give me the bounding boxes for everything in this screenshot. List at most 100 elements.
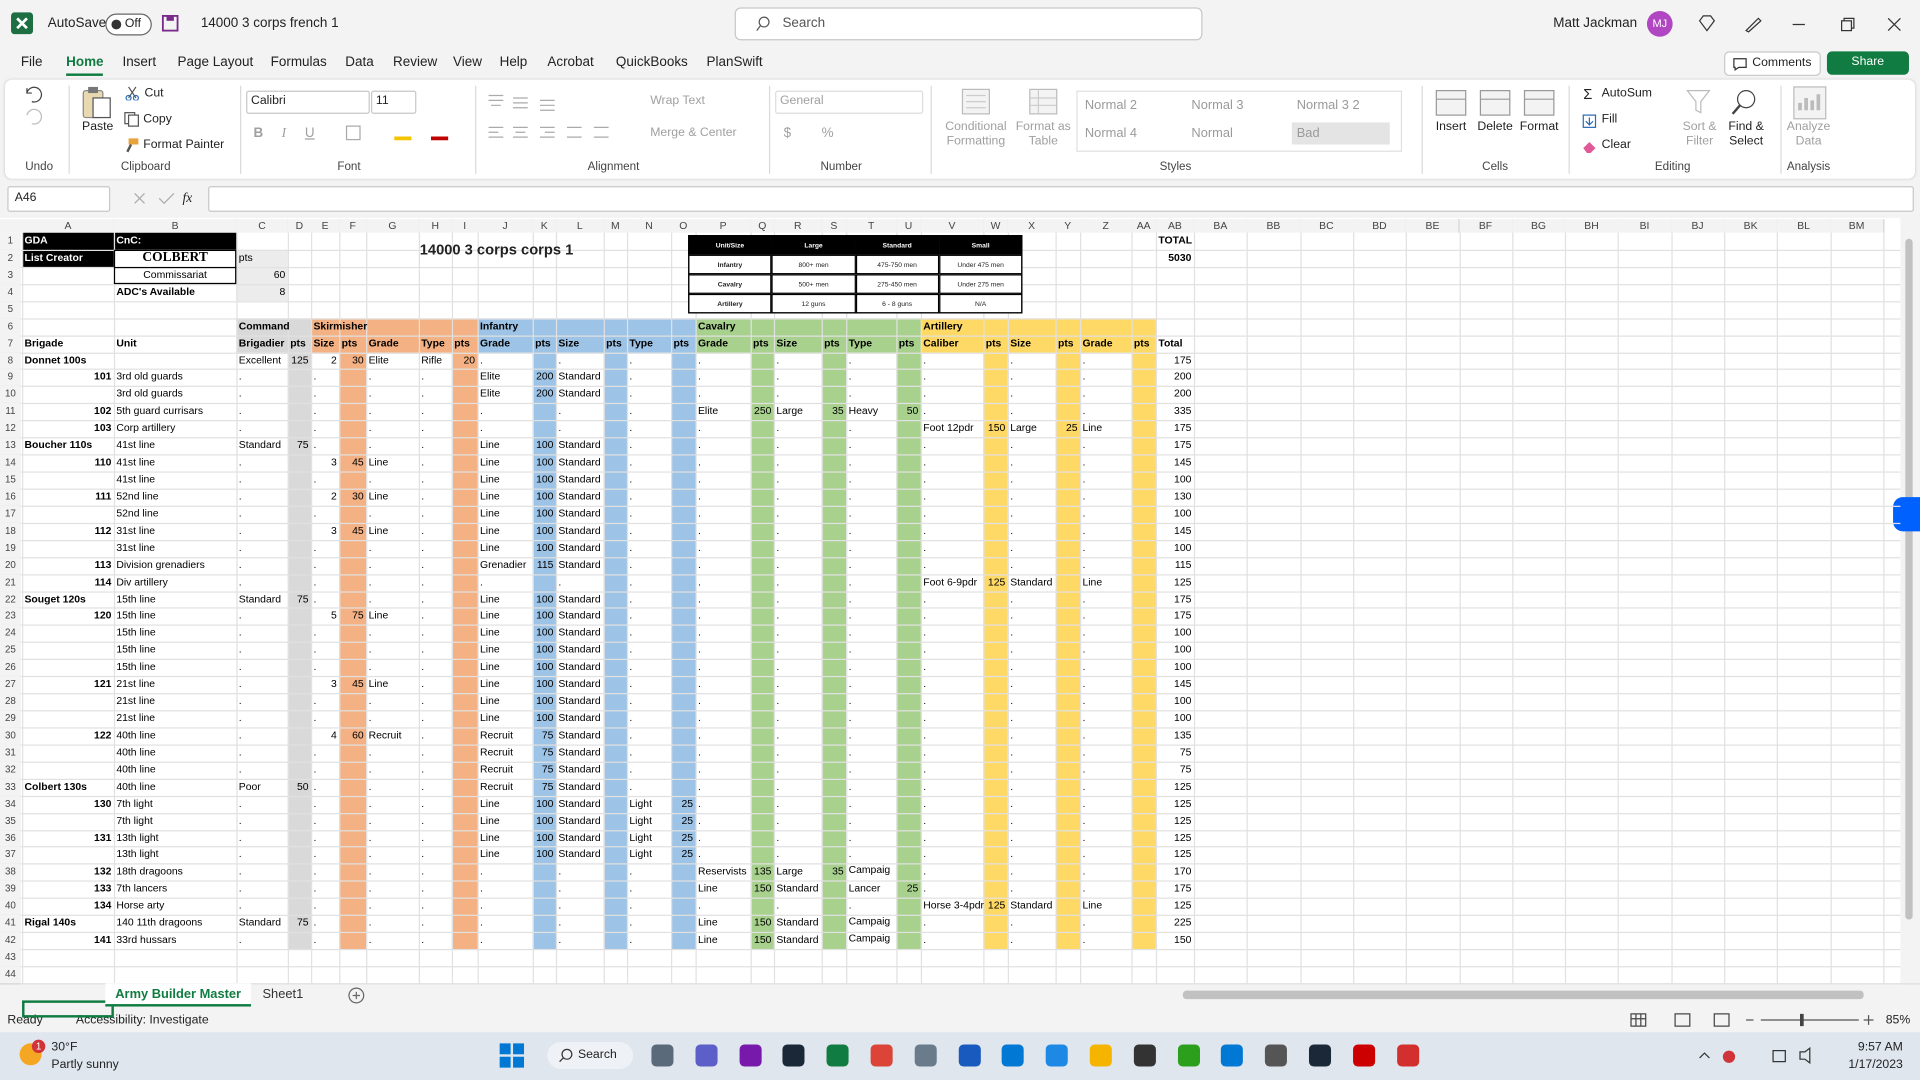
cell[interactable]: .	[368, 830, 372, 844]
cell[interactable]: Reservists	[697, 864, 747, 878]
row-header[interactable]: 39	[0, 880, 21, 900]
cell[interactable]: 52nd line	[116, 506, 159, 520]
cell[interactable]: 150	[987, 421, 1006, 434]
cell[interactable]: .	[1082, 353, 1086, 366]
cell[interactable]: 3rd old guards	[116, 387, 183, 400]
cell[interactable]: List Creator	[24, 250, 83, 264]
cell[interactable]: .	[776, 899, 780, 912]
cell[interactable]: .	[848, 387, 852, 400]
cell[interactable]: .	[923, 779, 927, 792]
cell[interactable]: .	[848, 609, 852, 622]
scroll-thumb[interactable]	[1905, 238, 1913, 920]
cell[interactable]: 75	[541, 762, 554, 775]
row-header[interactable]: 36	[0, 829, 21, 848]
style-swatch[interactable]	[1186, 122, 1285, 145]
cell[interactable]: .	[368, 370, 372, 383]
cell[interactable]: Line	[1082, 421, 1103, 434]
taskbar-app[interactable]	[739, 1044, 762, 1067]
cell[interactable]: 3	[330, 455, 337, 468]
cell[interactable]: Grade	[480, 336, 511, 349]
cell[interactable]: .	[421, 762, 425, 775]
cell[interactable]: 135	[754, 864, 772, 878]
cell[interactable]: 100	[536, 472, 554, 485]
cell[interactable]: Type	[848, 336, 873, 349]
cell[interactable]: .	[1010, 830, 1014, 844]
cell[interactable]: .	[238, 660, 242, 673]
column-header[interactable]: BK	[1724, 219, 1779, 233]
cell[interactable]: 175	[1174, 353, 1192, 366]
cell[interactable]: .	[776, 847, 780, 861]
cell[interactable]: .	[238, 404, 242, 417]
row-header[interactable]: 4	[0, 283, 21, 303]
cell[interactable]: 31st line	[116, 540, 156, 554]
cell[interactable]: .	[776, 370, 780, 383]
cell[interactable]: .	[848, 592, 852, 605]
cell[interactable]: 100	[1174, 711, 1192, 724]
cell[interactable]: 15th line	[116, 626, 156, 639]
cell[interactable]: Standard	[558, 813, 601, 827]
row-header[interactable]: 11	[0, 403, 21, 422]
cell[interactable]: .	[238, 728, 242, 741]
cell[interactable]: Lancer	[848, 882, 881, 895]
taskbar-app[interactable]	[1396, 1044, 1419, 1067]
font-name-box[interactable]: Calibri	[246, 90, 370, 114]
cell[interactable]: .	[776, 575, 780, 588]
cell[interactable]: 25	[681, 847, 694, 861]
column-header[interactable]: T	[846, 219, 898, 233]
cell[interactable]: pts	[535, 336, 551, 349]
cell[interactable]: .	[776, 694, 780, 707]
menu-tab[interactable]: Review	[393, 55, 438, 70]
cell[interactable]: Standard	[558, 506, 601, 520]
cell[interactable]: Recruit	[368, 728, 402, 741]
taskbar-app[interactable]	[1045, 1044, 1068, 1067]
cell[interactable]: .	[238, 882, 242, 895]
cell[interactable]: .	[776, 660, 780, 673]
menu-tab[interactable]: Insert	[122, 55, 157, 70]
row-header[interactable]: 8	[0, 352, 21, 371]
cell[interactable]: Div artillery	[116, 575, 168, 588]
cell[interactable]: .	[238, 455, 242, 468]
cell[interactable]: 175	[1174, 609, 1192, 622]
dropbox-badge[interactable]	[1893, 497, 1920, 532]
share-button[interactable]: Share	[1826, 51, 1909, 75]
cell[interactable]: .	[1082, 404, 1086, 417]
row-header[interactable]: 41	[0, 914, 21, 934]
cell[interactable]: 125	[1174, 796, 1192, 810]
cell[interactable]: Standard	[1010, 575, 1053, 588]
sort-filter-button[interactable]: Sort & Filter	[1682, 120, 1717, 149]
taskbar-app[interactable]	[1089, 1044, 1112, 1067]
cell[interactable]: .	[629, 882, 633, 895]
cell[interactable]: .	[1010, 353, 1014, 366]
cell[interactable]: Standard	[558, 711, 601, 724]
cell[interactable]: .	[848, 523, 852, 537]
row-header[interactable]: 10	[0, 386, 21, 405]
cell[interactable]: GDA	[24, 233, 48, 247]
cell[interactable]: 7th light	[116, 813, 153, 827]
cell[interactable]: .	[923, 438, 927, 451]
cell[interactable]: pts	[1133, 336, 1150, 349]
cell[interactable]: Standard	[558, 728, 601, 741]
row-header[interactable]: 13	[0, 437, 21, 456]
cell[interactable]: ADC's Available	[116, 285, 195, 298]
cell[interactable]: Line	[480, 609, 500, 622]
cell[interactable]: .	[1082, 455, 1086, 468]
cell[interactable]: .	[238, 557, 242, 571]
cell[interactable]: 25	[681, 796, 694, 810]
cell[interactable]: .	[629, 506, 633, 520]
analyze-data-button[interactable]: Analyze Data	[1786, 120, 1831, 149]
cell[interactable]: .	[923, 643, 927, 656]
cell[interactable]: .	[848, 455, 852, 468]
cell[interactable]: 45	[352, 523, 364, 537]
column-header[interactable]: J	[477, 219, 534, 233]
cell[interactable]: .	[368, 438, 372, 451]
cell[interactable]: .	[1010, 489, 1014, 502]
cell[interactable]: .	[697, 745, 701, 758]
cell[interactable]: .	[848, 353, 852, 366]
column-header[interactable]: BA	[1193, 219, 1249, 233]
cell[interactable]: .	[368, 745, 372, 758]
row-header[interactable]: 12	[0, 420, 21, 439]
row-header[interactable]: 17	[0, 505, 21, 524]
cell[interactable]: 100	[1174, 660, 1192, 673]
cell[interactable]: .	[313, 813, 317, 827]
cell[interactable]: .	[313, 745, 317, 758]
